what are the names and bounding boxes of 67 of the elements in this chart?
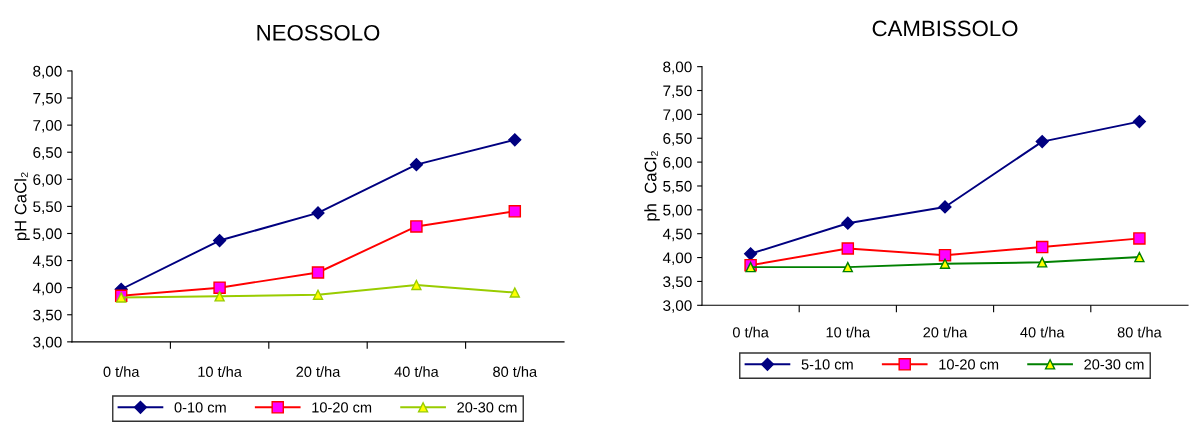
y-tick-label: 8,00 [33,65,62,79]
y-tick-label: 7,50 [663,85,692,99]
x-tick-label: 40 t/ha [394,366,439,377]
y-axis-title: ph CaCl₂ [644,151,660,221]
point [312,289,324,300]
point [214,291,225,302]
y-tick-label: 3,00 [33,336,62,350]
point [1132,114,1146,129]
point [938,200,952,214]
y-axis-title: pH CaCl₂ [14,172,30,241]
y-tick-label: 4,50 [32,255,62,269]
y-tick-label: 4,00 [32,282,62,296]
point [1035,240,1049,254]
legend-label: 20-30 cm [457,402,517,413]
y-tick-label: 7,00 [663,109,692,122]
legend-label: 10-20 cm [312,402,372,413]
y-tick-label: 4,00 [662,252,692,266]
point [509,287,521,298]
point [938,248,952,262]
point [213,281,226,294]
y-tick-label: 5,00 [33,228,62,241]
y-tick-label: 4,50 [662,228,692,242]
point [1133,232,1146,245]
y-tick-label: 6,00 [663,156,692,170]
point [409,158,423,172]
y-tick-label: 5,00 [663,204,692,218]
y-tick-label: 6,50 [663,133,692,146]
x-tick-label: 20 t/ha [296,366,341,377]
y-tick-label: 6,00 [33,174,62,187]
x-tick-label: 80 t/ha [493,366,538,377]
point [841,216,855,230]
x-tick-label: 10 t/ha [198,366,242,377]
y-tick-label: 5,50 [33,201,62,214]
point [744,247,758,261]
point [1036,257,1048,268]
x-tick-label: 0 t/ha [732,326,769,338]
point [508,205,522,218]
point [411,279,422,291]
point [1035,134,1049,149]
point [939,258,951,269]
x-tick-label: 40 t/ha [1020,326,1065,338]
y-tick-label: 7,00 [33,120,62,133]
legend-label: 0-10 cm [174,402,226,413]
point [311,266,325,279]
y-tick-label: 5,50 [663,180,692,194]
point [311,206,325,220]
chart-title: CAMBISSOLO [872,20,1018,37]
x-tick-label: 10 t/ha [826,326,871,338]
legend-label: 10-20 cm [939,359,999,370]
x-tick-label: 0 t/ha [103,366,140,377]
point [842,261,854,273]
point [841,242,855,255]
y-tick-label: 8,00 [663,61,692,75]
point [1134,251,1145,263]
y-tick-label: 7,50 [33,92,62,106]
chart-title: NEOSSOLO [257,24,380,41]
legend-label: 5-10 cm [801,359,853,370]
y-tick-label: 3,50 [33,309,62,323]
point [410,220,423,233]
y-tick-label: 3,50 [663,276,692,289]
legend-label: 20-30 cm [1084,359,1144,370]
point [508,133,522,147]
x-tick-label: 20 t/ha [923,326,968,338]
x-tick-label: 80 t/ha [1117,326,1162,338]
point [213,233,227,248]
y-tick-label: 3,00 [663,300,692,313]
y-tick-label: 6,50 [33,147,62,160]
